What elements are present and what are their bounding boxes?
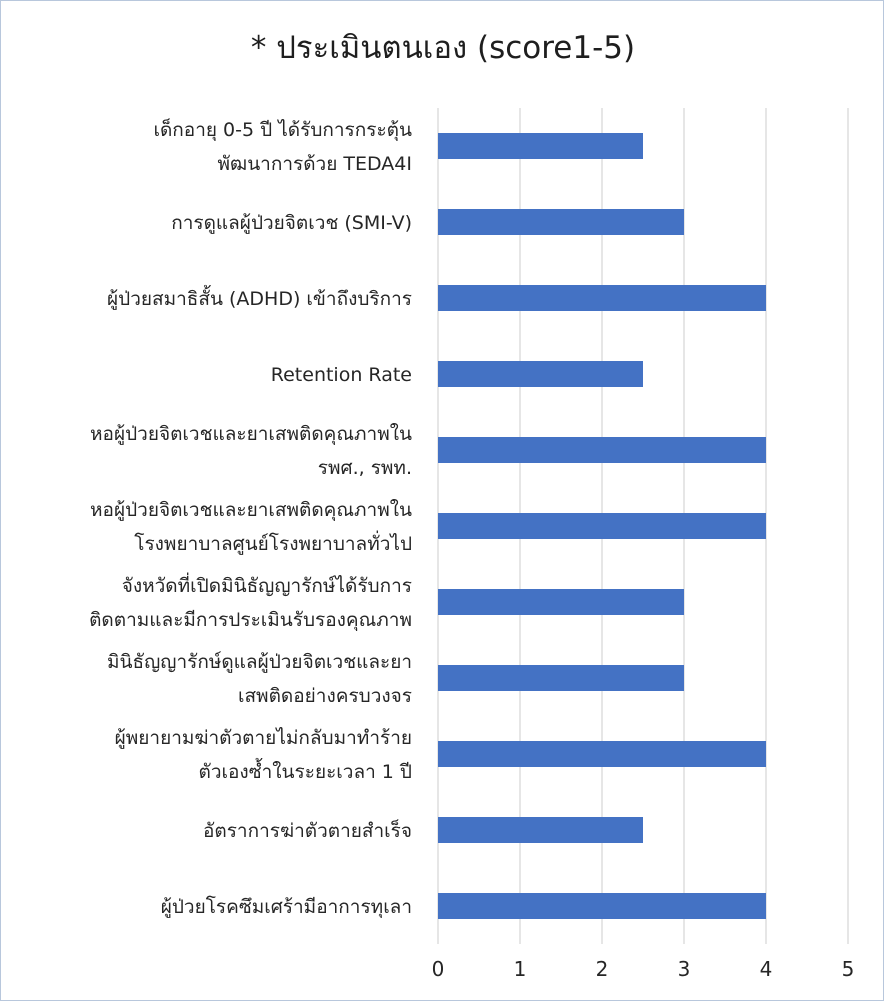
category-label: มินิธัญญารักษ์ดูแลผู้ป่วยจิตเวชและยา bbox=[107, 651, 412, 673]
bar bbox=[438, 893, 766, 919]
bar bbox=[438, 209, 684, 235]
bar bbox=[438, 665, 684, 691]
bar bbox=[438, 589, 684, 615]
bars bbox=[438, 133, 766, 919]
bar bbox=[438, 817, 643, 843]
category-label: พัฒนาการด้วย TEDA4I bbox=[218, 153, 413, 175]
category-label: ติดตามและมีการประเมินรับรองคุณภาพ bbox=[89, 609, 412, 632]
category-labels: เด็กอายุ 0-5 ปี ได้รับการกระตุ้นพัฒนาการ… bbox=[89, 117, 412, 919]
bar bbox=[438, 133, 643, 159]
category-label: Retention Rate bbox=[271, 364, 412, 386]
x-tick-label: 2 bbox=[596, 957, 609, 981]
x-axis-ticks: 0 1 2 3 4 5 bbox=[432, 957, 855, 981]
category-label: ผู้ป่วยสมาธิสั้น (ADHD) เข้าถึงบริการ bbox=[107, 285, 412, 310]
bar bbox=[438, 361, 643, 387]
category-label: หอผู้ป่วยจิตเวชและยาเสพติดคุณภาพใน bbox=[90, 499, 412, 522]
category-label: อัตราการฆ่าตัวตายสำเร็จ bbox=[203, 818, 412, 842]
x-tick-label: 1 bbox=[514, 957, 527, 981]
category-label: ผู้ป่วยโรคซึมเศร้ามีอาการทุเลา bbox=[161, 895, 412, 919]
category-label: โรงพยาบาลศูนย์โรงพยาบาลทั่วไป bbox=[134, 530, 412, 555]
category-label: การดูแลผู้ป่วยจิตเวช (SMI-V) bbox=[171, 212, 412, 234]
bar bbox=[438, 285, 766, 311]
category-label: ตัวเองซ้ำในระยะเวลา 1 ปี bbox=[199, 758, 412, 783]
bar bbox=[438, 513, 766, 539]
x-tick-label: 4 bbox=[760, 957, 773, 981]
category-label: หอผู้ป่วยจิตเวชและยาเสพติดคุณภาพใน bbox=[90, 423, 412, 446]
x-tick-label: 0 bbox=[432, 957, 445, 981]
bar bbox=[438, 741, 766, 767]
category-label: เสพติดอย่างครบวงจร bbox=[238, 685, 412, 707]
category-label: เด็กอายุ 0-5 ปี ได้รับการกระตุ้น bbox=[153, 117, 412, 142]
x-tick-label: 5 bbox=[842, 957, 855, 981]
category-label: จังหวัดที่เปิดมินิธัญญารักษ์ได้รับการ bbox=[122, 572, 412, 597]
category-label: ผู้พยายามฆ่าตัวตายไม่กลับมาทำร้าย bbox=[115, 727, 412, 749]
category-label: รพศ., รพท. bbox=[318, 457, 412, 479]
chart-title: * ประเมินตนเอง (score1-5) bbox=[250, 30, 636, 66]
x-tick-label: 3 bbox=[678, 957, 691, 981]
bar bbox=[438, 437, 766, 463]
